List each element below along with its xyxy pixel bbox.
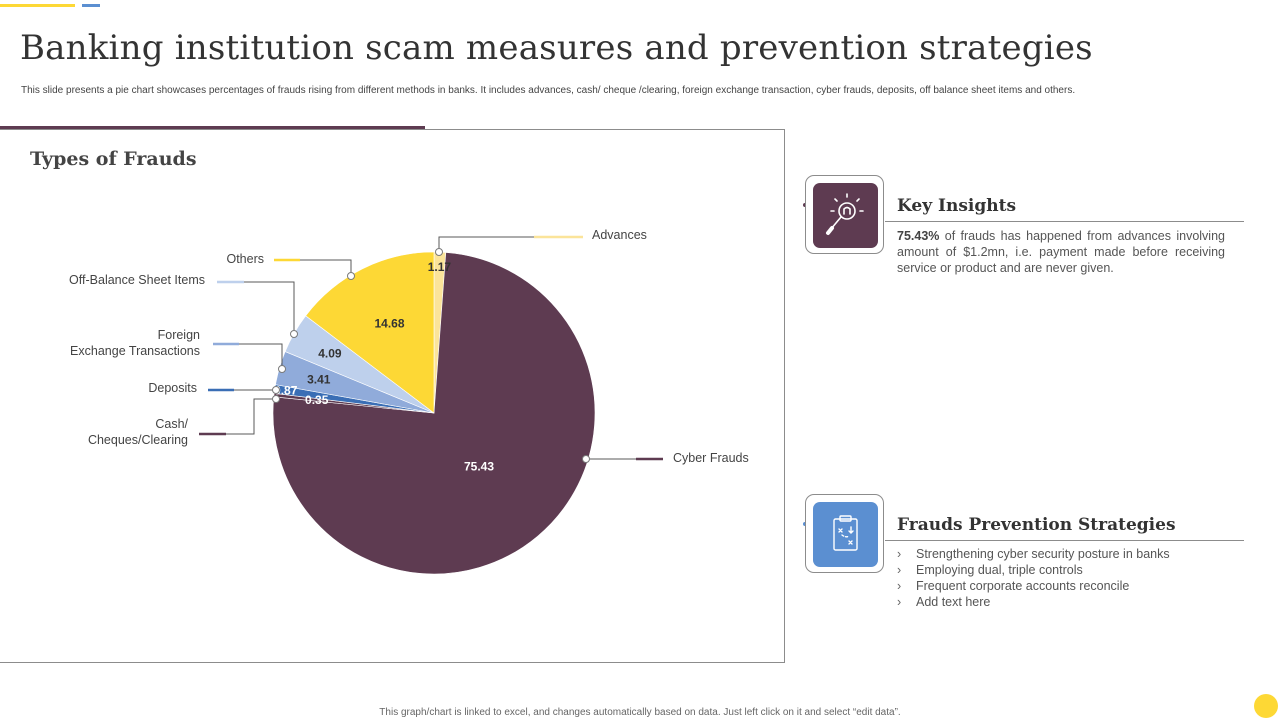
leader-anchor (272, 395, 280, 403)
data-label: 1.17 (428, 260, 452, 274)
leader-anchor (347, 272, 355, 280)
chevron-right-icon: › (897, 547, 902, 561)
data-label: 4.09 (318, 346, 342, 360)
top-accent-blue (82, 4, 100, 7)
leader-line (239, 343, 283, 369)
leader-anchor (435, 248, 443, 256)
pie-slice[interactable] (305, 251, 435, 414)
strategy-item-text: Add text here (916, 595, 991, 609)
leader-line (244, 281, 295, 334)
leader-line (438, 236, 534, 252)
strategy-item-text: Employing dual, triple controls (916, 563, 1083, 577)
chevron-right-icon: › (897, 579, 902, 593)
accent-divider (0, 126, 425, 130)
category-label: Cash/ (155, 417, 188, 431)
pie-chart[interactable]: 1.17 75.43 0.35 0.87 3.41 4.09 14.68 Advances Cy… (0, 0, 785, 663)
leader-anchor (278, 365, 286, 373)
corner-decoration (1254, 694, 1278, 718)
footer-note: This graph/chart is linked to excel, and… (379, 707, 901, 718)
insight-icon-frame (805, 175, 884, 254)
strategy-item: › Add text here (897, 594, 1170, 610)
strategy-item: › Strengthening cyber security posture in… (897, 546, 1170, 562)
prevention-list: › Strengthening cyber security posture in… (897, 546, 1170, 610)
key-insights-title: Key Insights (897, 196, 1017, 216)
leader-anchor (582, 455, 590, 463)
category-label: Deposits (148, 381, 197, 395)
category-label: Foreign (158, 328, 200, 342)
chevron-right-icon: › (897, 595, 902, 609)
leader-anchor (272, 386, 280, 394)
chevron-right-icon: › (897, 563, 902, 577)
lightbulb-magnifier-icon (813, 183, 878, 248)
prevention-title: Frauds Prevention Strategies (897, 515, 1176, 535)
data-label: 0.87 (274, 384, 298, 398)
chart-panel (0, 129, 785, 663)
category-label: Off-Balance Sheet Items (69, 273, 205, 287)
key-insights-rule (885, 221, 1244, 222)
leader-anchor (290, 330, 298, 338)
page-title: Banking institution scam measures and pr… (20, 28, 1093, 68)
leader-line (300, 259, 352, 276)
key-insights-body: of frauds has happened from advances inv… (897, 229, 1225, 275)
category-label: Cheques/Clearing (88, 433, 188, 447)
prevention-rule (885, 540, 1244, 541)
data-label: 14.68 (374, 316, 404, 330)
data-label: 75.43 (464, 460, 494, 474)
data-label: 0.35 (305, 393, 329, 407)
category-label: Others (226, 252, 264, 266)
chart-heading: Types of Frauds (30, 148, 197, 170)
key-insights-text: 75.43% of frauds has happened from advan… (897, 228, 1225, 276)
strategy-item-text: Frequent corporate accounts reconcile (916, 579, 1130, 593)
strategy-item: › Frequent corporate accounts reconcile (897, 578, 1170, 594)
category-label: Exchange Transactions (70, 344, 200, 358)
category-label: Advances (592, 228, 647, 242)
page-subtitle: This slide presents a pie chart showcase… (21, 85, 1076, 96)
clipboard-strategy-icon (813, 502, 878, 567)
category-label: Cyber Frauds (673, 451, 749, 465)
leader-line (226, 398, 276, 435)
strategy-item: › Employing dual, triple controls (897, 562, 1170, 578)
key-insights-highlight: 75.43% (897, 229, 940, 243)
data-label: 3.41 (307, 372, 331, 386)
prevention-icon-frame (805, 494, 884, 573)
top-accent-yellow (0, 4, 75, 7)
strategy-item-text: Strengthening cyber security posture in … (916, 547, 1170, 561)
